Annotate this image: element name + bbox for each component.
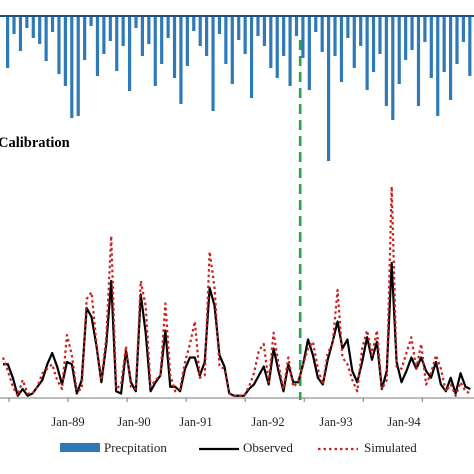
x-axis-ticks: Jan-89 Jan-90 Jan-91 Jan-92 Jan-93 Jan-94 [8,398,423,429]
precip-bar [83,16,87,60]
precip-bar [31,16,35,38]
precip-bar [314,16,318,32]
precip-bar [12,16,16,34]
precip-bar [455,16,459,64]
precip-bar [237,16,241,40]
precip-bar [50,16,55,32]
precip-bar [89,16,93,26]
precip-bar [18,16,23,51]
precip-bar [127,16,132,91]
observed-series-line [3,261,471,397]
precip-bar [468,16,472,76]
calibration-label: Calibration [0,135,70,151]
precip-bar [185,16,189,66]
precip-bar [288,16,292,86]
precip-bar [384,16,388,106]
simulated-series-line [1,185,471,397]
x-tick-label: Jan-89 [51,415,84,429]
legend-simulated-label: Simulated [364,440,417,455]
precip-bar [262,16,266,46]
legend: Precpitation Observed Simulated [60,440,417,455]
precip-bar [307,16,311,90]
precip-bar [416,16,421,106]
precip-bar [448,16,453,100]
x-tick-label: Jan-91 [179,415,212,429]
precip-bar [365,16,369,90]
precip-bar [6,16,10,68]
precip-bar [198,16,202,46]
precip-bar [410,16,414,50]
precip-bar [25,16,29,28]
x-tick-label: Jan-92 [251,415,284,429]
x-tick-label: Jan-93 [319,415,352,429]
precip-bar [211,16,215,111]
precip-bar [269,16,273,68]
precip-bar [282,16,286,56]
precip-bar [121,16,125,46]
precip-bar [327,16,331,161]
precip-bar [256,16,260,36]
precip-bar [147,16,151,44]
precip-bar [442,16,446,72]
precip-bar [44,16,48,61]
precip-bar [140,16,145,56]
precip-bar [346,16,350,38]
precip-bar [192,16,196,31]
precip-bar [38,16,42,44]
precip-bar [172,16,177,78]
precipitation-bars [6,16,472,161]
precip-bar [166,16,170,38]
precip-bar [70,16,74,118]
precip-bar [320,16,324,52]
precip-bar [179,16,183,104]
precip-bar [436,16,440,116]
precip-bar [95,16,100,76]
precip-bar [397,16,401,84]
precip-bar [429,16,433,78]
precip-bar [404,16,408,60]
precip-bar [230,16,234,84]
precip-bar [217,16,222,34]
precip-bar [57,16,61,74]
precip-bar [391,16,395,120]
precip-bar [339,16,344,82]
precip-bar [352,16,356,68]
precip-bar [134,16,138,28]
precip-bar [205,16,209,56]
precip-bar [153,16,157,86]
precip-bar [224,16,228,64]
legend-observed-label: Observed [243,440,293,455]
precip-bar [115,16,119,71]
precip-bar [160,16,164,64]
precip-bar [243,16,247,54]
precip-bar [108,16,112,41]
legend-precipitation-label: Precpitation [104,440,167,455]
precip-bar [294,16,299,36]
precip-bar [76,16,80,116]
x-tick-label: Jan-90 [117,415,150,429]
precip-bar [63,16,67,86]
precip-bar [371,16,376,72]
precip-bar [275,16,279,78]
precip-bar [359,16,363,46]
precip-bar [102,16,106,54]
precip-bar [378,16,382,54]
x-tick-label: Jan-94 [387,415,421,429]
precip-bar [333,16,337,56]
precip-bar [461,16,466,42]
precip-bar [301,16,305,58]
legend-precipitation-swatch [60,443,100,452]
precip-bar [423,16,427,42]
precip-bar [249,16,254,98]
